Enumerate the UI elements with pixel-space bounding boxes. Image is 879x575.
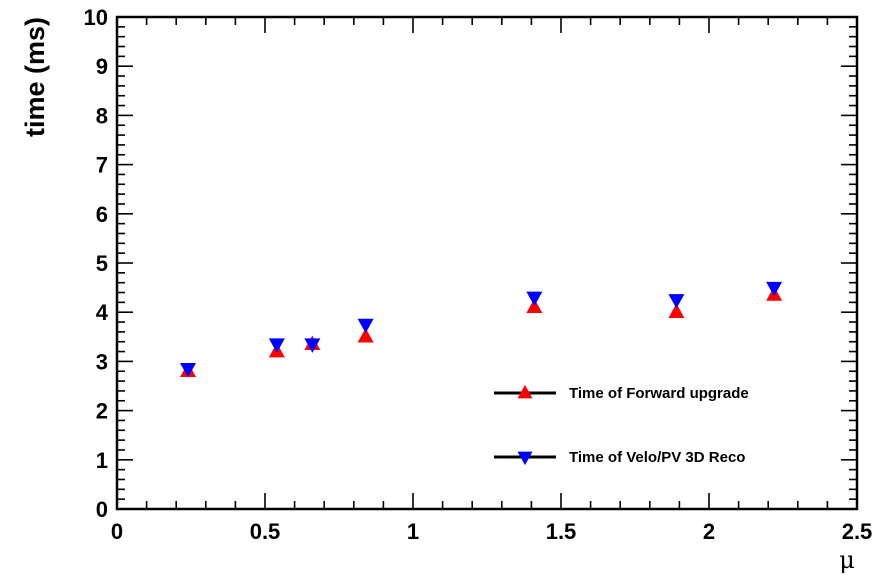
legend-label: Time of Velo/PV 3D Reco [569,449,745,466]
y-tick-label: 7 [96,153,108,178]
legend-label: Time of Forward upgrade [569,385,749,402]
y-tick-label: 5 [96,251,108,276]
y-tick-label: 9 [96,54,108,79]
plot-frame [117,17,857,509]
x-tick-label: 2.5 [842,519,873,544]
x-axis-title: μ [839,546,855,574]
x-tick-label: 0.5 [250,519,281,544]
y-tick-label: 0 [96,497,108,522]
velo-pv-point [526,292,542,306]
x-tick-label: 2 [703,519,715,544]
tick-marks [117,17,857,509]
y-tick-label: 4 [96,300,109,325]
y-tick-label: 1 [96,448,108,473]
velo-pv-point [766,282,782,296]
velo-pv-point [668,294,684,308]
velo-pv-point [358,319,374,333]
legend: Time of Forward upgrade Time of Velo/PV 3… [494,385,749,466]
plot-frame-group [117,17,857,509]
data-points [180,282,782,378]
x-tick-labels: 0 0.5 1 1.5 2 2.5 [111,519,872,544]
y-axis-title: time (ms) [20,17,50,137]
x-tick-label: 1.5 [546,519,577,544]
y-tick-label: 2 [96,399,108,424]
y-tick-label: 6 [96,202,108,227]
velo-pv-point [304,338,320,352]
x-tick-label: 1 [407,519,419,544]
y-tick-label: 8 [96,103,108,128]
y-tick-labels: 0 1 2 3 4 5 6 7 8 9 10 [84,5,109,522]
x-tick-label: 0 [111,519,123,544]
velo-pv-point [269,338,285,352]
y-tick-label: 3 [96,349,108,374]
y-tick-label: 10 [84,5,108,30]
